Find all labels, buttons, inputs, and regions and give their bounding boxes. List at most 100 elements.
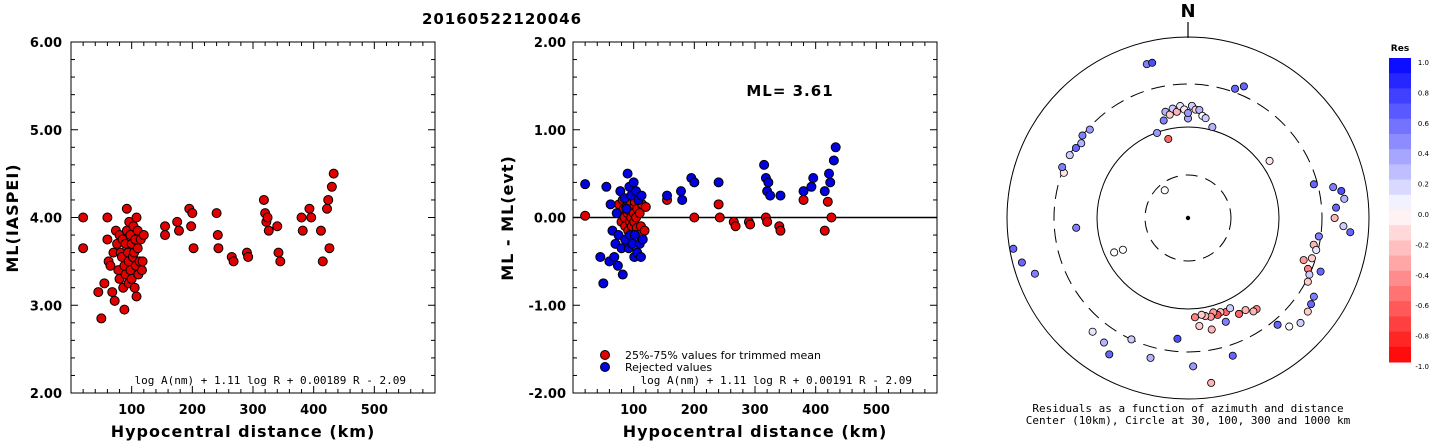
station-point [1316,267,1325,276]
data-point [275,256,286,267]
colorbar-swatch [1389,331,1411,348]
station-point [1118,245,1127,254]
data-point [745,219,756,230]
ml-annotation: ML= 3.61 [746,82,833,100]
data-point [675,186,686,197]
data-point [714,212,725,223]
magnitude-plot: 100 200 300 400 500 2.00 3.00 4.00 5.00 … [3,36,436,441]
data-point [173,225,184,236]
data-point [808,173,819,184]
station-point [1127,335,1136,344]
ring-30km [1144,174,1232,262]
colorbar-tick-label: -0.4 [1415,272,1429,280]
data-point [637,234,648,245]
data-point [759,159,770,170]
data-point [129,282,140,293]
y-tick-label: 2.00 [534,36,566,51]
colorbar-swatch [1389,194,1411,211]
colorbar-tick-label: -0.2 [1415,241,1429,249]
station-point [1340,194,1349,203]
x-tick-label: 400 [300,403,327,418]
plot2-ticks [573,42,937,393]
colorbar-swatch [1389,270,1411,287]
station-point [1099,338,1108,347]
data-point [212,230,223,241]
plot1-y-axis-label: ML(IASPEI) [3,163,22,272]
data-point [131,291,142,302]
data-point [609,251,620,262]
data-point [262,212,273,223]
colorbar-swatch [1389,346,1411,363]
data-point [315,225,326,236]
data-point [662,190,673,201]
data-point [272,221,283,232]
colorbar: Res 1.0 0.8 0.6 0.4 0.2 0.0 -0.2 -0.4 -0… [1389,44,1430,371]
colorbar-swatch [1389,255,1411,272]
data-point [611,208,622,219]
station-point [1332,203,1341,212]
data-point [826,212,837,223]
x-tick-label: 300 [741,403,768,418]
colorbar-swatches [1389,58,1411,363]
plot1-x-axis-label: Hypocentral distance (km) [111,422,376,441]
station-point [1173,334,1182,343]
colorbar-swatch [1389,240,1411,257]
data-point [107,287,118,298]
data-point [105,260,116,271]
station-point [1241,306,1250,315]
polar-caption-line2: Center (10km), Circle at 30, 100, 300 an… [1026,414,1351,427]
data-point [323,194,334,205]
data-point [580,210,591,221]
station-point [1201,114,1210,123]
colorbar-tick-label: 0.2 [1418,181,1429,189]
y-tick-label: -1.00 [529,299,566,314]
data-point [798,186,809,197]
station-point [1330,213,1339,222]
data-point [188,243,199,254]
plot1-frame [70,41,436,394]
data-point [228,256,239,267]
x-tick-label: 100 [118,403,145,418]
data-point [328,168,339,179]
y-tick-label: 3.00 [30,299,62,314]
data-point [78,212,89,223]
station-point [1299,256,1308,265]
station-point [1303,307,1312,316]
data-point [296,212,307,223]
station-point [1307,300,1316,309]
station-point [1153,128,1162,137]
data-point [187,208,198,219]
x-tick-label: 200 [179,403,206,418]
colorbar-swatch [1389,88,1411,105]
x-tick-label: 100 [620,403,647,418]
data-point [136,265,147,276]
data-point [689,212,700,223]
data-point [713,177,724,188]
station-point [1305,270,1314,279]
colorbar-swatch [1389,301,1411,317]
y-tick-label: 1.00 [534,124,566,139]
data-point [775,190,786,201]
legend-label-rejected: Rejected values [625,361,712,374]
plot2-x-tick-labels: 100 200 300 400 500 [620,403,890,418]
data-point [119,304,130,315]
colorbar-swatch [1389,316,1411,333]
station-point [1030,269,1039,278]
station-point [1228,351,1237,360]
data-point [580,179,591,190]
station-point [1160,186,1169,195]
station-point [1190,313,1199,322]
data-point [828,155,839,166]
colorbar-swatch [1389,103,1411,120]
data-point [677,194,688,205]
data-point [324,243,335,254]
station-point [1249,307,1258,316]
data-point [621,203,632,214]
station-point [1072,223,1081,232]
station-point [1207,378,1216,387]
data-point [213,243,224,254]
data-point [93,287,104,298]
plot2-x-axis-label: Hypocentral distance (km) [623,422,888,441]
station-point [1195,322,1204,331]
data-point [322,203,333,214]
